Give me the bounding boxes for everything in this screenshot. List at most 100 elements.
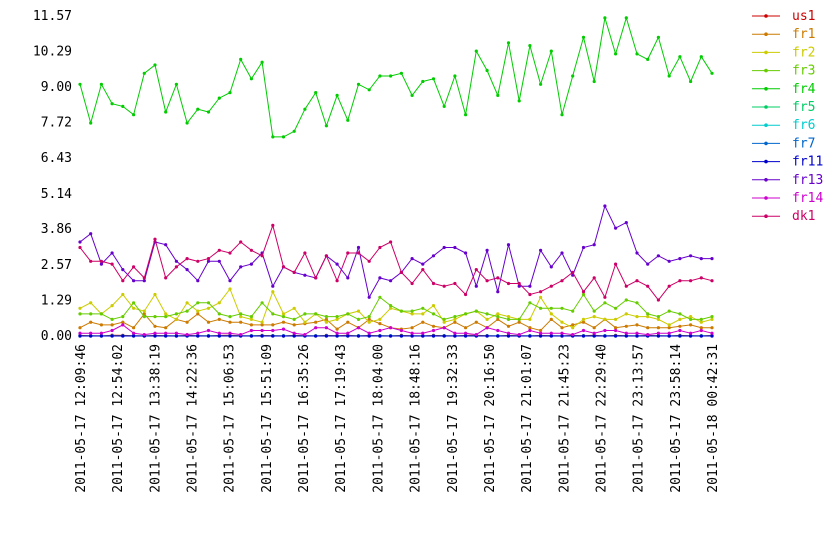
data-point-fr3 [271,312,275,316]
data-point-fr4 [453,74,457,78]
data-point-fr2 [228,287,232,291]
data-point-fr4 [132,113,136,117]
data-point-fr3 [185,309,189,313]
data-point-fr1 [99,323,103,327]
data-point-fr3 [528,301,532,305]
data-point-fr11 [421,334,425,338]
data-point-fr4 [206,110,211,114]
data-point-fr1 [474,320,478,324]
data-point-fr14 [292,331,296,335]
data-point-fr1 [142,312,146,316]
data-point-fr3 [142,315,146,319]
data-point-fr3 [239,312,243,316]
data-point-fr2 [271,290,275,294]
data-point-fr4 [624,16,628,20]
data-point-fr3 [78,312,82,316]
data-point-fr11 [260,334,264,338]
data-point-dk1 [699,276,703,280]
data-point-fr14 [678,328,682,333]
data-point-fr1 [110,323,114,327]
data-point-fr3 [367,315,371,319]
data-point-dk1 [303,251,307,255]
data-point-dk1 [410,281,414,286]
data-point-dk1 [228,251,232,255]
data-point-dk1 [206,257,211,261]
data-point-dk1 [528,292,532,297]
data-point-fr4 [431,77,436,81]
data-point-fr1 [710,326,714,330]
data-point-dk1 [292,270,296,274]
legend-label-fr7: fr7 [792,136,815,151]
data-point-dk1 [196,259,200,263]
data-point-fr11 [410,334,414,338]
data-point-fr11 [667,334,671,338]
data-point-fr11 [485,334,489,338]
data-point-fr1 [228,320,232,324]
y-tick-label: 6.43 [41,151,72,166]
data-point-fr13 [142,279,146,283]
data-point-fr11 [506,334,511,338]
data-point-dk1 [324,254,328,258]
data-point-fr13 [592,243,596,247]
data-point-fr11 [496,334,500,338]
data-point-fr2 [217,301,221,305]
data-point-fr14 [689,331,693,335]
data-point-dk1 [592,276,596,280]
data-point-fr11 [581,334,586,338]
data-point-dk1 [560,279,564,283]
data-point-fr14 [99,331,103,335]
data-point-fr4 [689,79,693,84]
data-point-fr3 [389,304,393,308]
data-point-fr14 [581,328,586,333]
data-point-fr1 [560,326,564,330]
data-point-fr4 [710,71,714,75]
data-point-fr3 [324,315,328,319]
data-point-dk1 [356,251,361,255]
data-point-fr4 [635,52,639,56]
data-point-fr11 [603,334,607,338]
data-point-fr13 [121,268,125,272]
data-point-fr11 [592,334,596,338]
data-point-fr1 [196,312,200,316]
x-tick-label: 2011-05-17 20:16:50 [483,344,498,493]
data-point-fr4 [174,82,178,86]
data-point-fr11 [635,334,639,338]
data-point-dk1 [549,284,553,288]
data-point-fr2 [281,312,286,316]
series-line-fr14 [80,324,713,336]
data-point-fr13 [528,284,532,288]
data-point-fr2 [539,295,543,299]
data-point-fr11 [292,334,296,338]
y-tick-label: 9.00 [41,80,72,95]
legend-label-fr13: fr13 [792,173,823,188]
data-point-fr2 [656,317,661,321]
data-point-fr3 [689,317,693,321]
data-point-fr3 [635,301,639,305]
y-tick-label: 3.86 [41,222,72,237]
data-point-fr2 [624,312,628,316]
data-point-fr14 [560,331,564,335]
data-point-fr4 [142,71,146,75]
y-tick-label: 11.57 [33,9,72,24]
data-point-fr4 [314,91,318,95]
data-point-fr13 [132,279,136,283]
data-point-fr2 [678,317,682,321]
data-point-fr14 [614,328,618,333]
data-point-fr14 [571,333,575,337]
data-point-fr4 [356,82,361,86]
data-point-fr11 [528,334,532,338]
data-point-fr1 [132,326,136,330]
data-point-fr14 [121,323,125,327]
data-point-fr13 [442,245,446,250]
data-point-dk1 [624,284,628,288]
data-point-dk1 [281,265,286,269]
data-point-fr1 [646,326,650,330]
data-point-fr13 [517,284,521,288]
data-point-fr3 [410,309,414,313]
data-point-fr4 [464,113,468,117]
data-point-dk1 [678,279,682,283]
x-tick-label: 2011-05-17 23:58:14 [669,344,684,493]
data-point-fr2 [528,317,532,321]
data-point-fr11 [710,334,714,338]
data-point-fr4 [389,74,393,78]
